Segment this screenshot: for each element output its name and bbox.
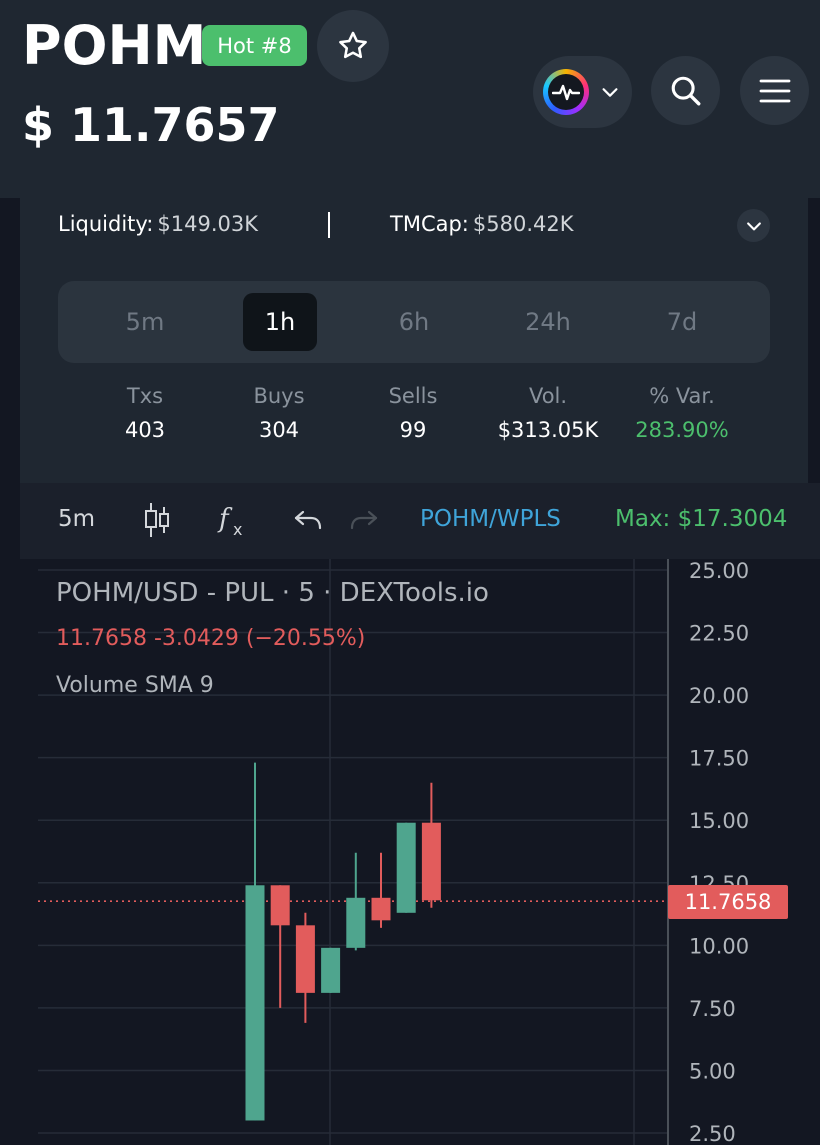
stat-sells: Sells 99 [348, 384, 478, 442]
candle-body [270, 885, 290, 926]
price-chart[interactable]: 25.00 22.50 20.00 17.50 15.00 12.50 10.00 7.50 5… [20, 559, 820, 1145]
y-tick-label: 17.50 [689, 747, 749, 771]
stat-label: Buys [253, 384, 305, 408]
liquidity-label: Liquidity: [58, 212, 154, 236]
timeframe-24h-button[interactable]: 24h [525, 308, 571, 336]
y-tick-label: 22.50 [689, 622, 749, 646]
volume-indicator-label[interactable]: Volume SMA 9 [56, 673, 214, 698]
divider [328, 212, 330, 238]
stat-label: Txs [126, 384, 164, 408]
stat-txs: Txs 403 [80, 384, 210, 442]
timeframe-6h-button[interactable]: 6h [398, 308, 430, 336]
stat-value: 99 [399, 418, 427, 442]
tmcap-value: $580.42K [472, 212, 574, 236]
expand-info-button[interactable] [737, 209, 770, 242]
current-price-tag: 11.7658 [668, 885, 788, 919]
liquidity-row: Liquidity: $149.03K [58, 212, 258, 236]
candle-body [396, 822, 416, 913]
chart-legend-change: 11.7658 -3.0429 (−20.55%) [56, 626, 366, 651]
candle-body [421, 822, 441, 901]
pulsechain-logo-icon [543, 69, 589, 115]
tmcap-row: TMCap: $580.42K [390, 212, 574, 236]
y-tick-label: 15.00 [689, 809, 749, 833]
token-ticker: POHM [22, 14, 207, 77]
timeframe-1h-button[interactable]: 1h [243, 293, 317, 351]
stat-label: % Var. [649, 384, 715, 408]
y-tick-label: 5.00 [689, 1059, 736, 1083]
y-tick-label: 25.00 [689, 559, 749, 583]
chevron-down-icon [746, 221, 761, 230]
pair-link[interactable]: POHM/WPLS [420, 506, 561, 532]
hot-rank-badge[interactable]: Hot #8 [202, 25, 307, 66]
stat-label: Sells [388, 384, 438, 408]
chevron-down-icon [602, 88, 618, 97]
candle-body [371, 897, 391, 921]
timeframe-5m-button[interactable]: 5m [125, 308, 165, 336]
svg-text:f: f [217, 504, 233, 534]
indicators-fx-icon[interactable]: f x [215, 500, 251, 540]
stat-buys: Buys 304 [214, 384, 344, 442]
stat-volume: Vol. $313.05K [483, 384, 613, 442]
stat-value: 304 [258, 418, 300, 442]
tmcap-label: TMCap: [390, 212, 469, 236]
menu-button[interactable] [740, 56, 809, 125]
candlestick-type-icon[interactable] [139, 500, 175, 540]
chart-legend-title: POHM/USD - PUL · 5 · DEXTools.io [56, 578, 489, 608]
candlestick-chart[interactable]: 25.0022.5020.0017.5015.0012.5010.007.505… [20, 559, 820, 1145]
liquidity-value: $149.03K [157, 212, 259, 236]
search-icon [671, 76, 700, 105]
undo-icon[interactable] [290, 500, 326, 540]
stat-value: $313.05K [497, 418, 599, 442]
timeframe-7d-button[interactable]: 7d [666, 308, 698, 336]
candle-body [346, 897, 366, 948]
candle-body [245, 885, 265, 1121]
y-tick-label: 2.50 [689, 1122, 736, 1145]
stat-label: Vol. [528, 384, 568, 408]
stat-value: 403 [124, 418, 166, 442]
y-tick-label: 20.00 [689, 684, 749, 708]
y-tick-label: 7.50 [689, 997, 736, 1021]
search-button[interactable] [651, 56, 720, 125]
timeframe-selector: 5m 1h 6h 24h 7d [58, 281, 770, 363]
candle-body [295, 925, 315, 993]
star-icon [339, 31, 367, 59]
stat-variation: % Var. 283.90% [617, 384, 747, 442]
y-tick-label: 10.00 [689, 934, 749, 958]
hamburger-menu-icon [759, 79, 790, 102]
token-price: $ 11.7657 [22, 98, 280, 152]
candle-body [321, 947, 341, 993]
chart-interval-button[interactable]: 5m [58, 506, 96, 532]
svg-text:x: x [233, 520, 242, 539]
network-selector[interactable] [533, 56, 632, 128]
max-price: Max: $17.3004 [615, 506, 788, 532]
stat-value: 283.90% [635, 418, 729, 442]
favorite-button[interactable] [317, 10, 389, 82]
redo-icon[interactable] [346, 500, 382, 540]
